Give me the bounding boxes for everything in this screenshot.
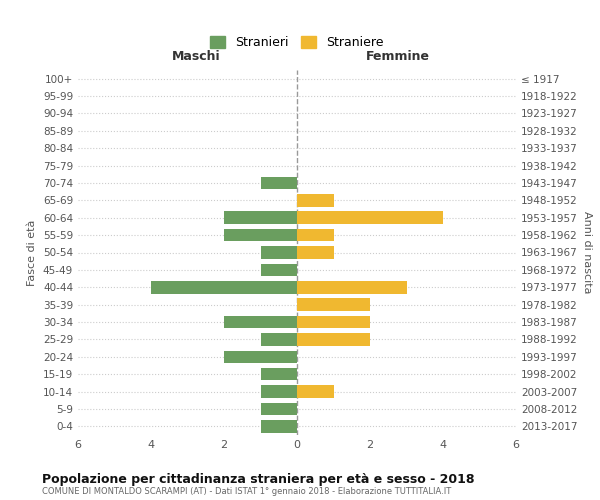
Bar bbox=[297, 281, 407, 293]
Y-axis label: Fasce di età: Fasce di età bbox=[28, 220, 37, 286]
Bar bbox=[260, 420, 297, 432]
Bar bbox=[224, 212, 297, 224]
Bar bbox=[260, 264, 297, 276]
Bar bbox=[297, 212, 443, 224]
Bar bbox=[297, 194, 334, 206]
Bar bbox=[224, 350, 297, 363]
Bar bbox=[151, 281, 297, 293]
Bar bbox=[260, 246, 297, 259]
Bar bbox=[260, 386, 297, 398]
Bar bbox=[297, 246, 334, 259]
Bar bbox=[297, 229, 334, 241]
Bar bbox=[260, 176, 297, 189]
Bar bbox=[297, 386, 334, 398]
Y-axis label: Anni di nascita: Anni di nascita bbox=[581, 211, 592, 294]
Text: COMUNE DI MONTALDO SCARAMPI (AT) - Dati ISTAT 1° gennaio 2018 - Elaborazione TUT: COMUNE DI MONTALDO SCARAMPI (AT) - Dati … bbox=[42, 488, 451, 496]
Bar bbox=[260, 333, 297, 345]
Bar bbox=[260, 368, 297, 380]
Text: Maschi: Maschi bbox=[172, 50, 221, 62]
Legend: Stranieri, Straniere: Stranieri, Straniere bbox=[206, 32, 388, 53]
Bar bbox=[260, 402, 297, 415]
Text: Femmine: Femmine bbox=[366, 50, 430, 62]
Text: Popolazione per cittadinanza straniera per età e sesso - 2018: Popolazione per cittadinanza straniera p… bbox=[42, 472, 475, 486]
Bar bbox=[297, 316, 370, 328]
Bar bbox=[297, 298, 370, 311]
Bar bbox=[224, 316, 297, 328]
Bar bbox=[297, 333, 370, 345]
Bar bbox=[224, 229, 297, 241]
